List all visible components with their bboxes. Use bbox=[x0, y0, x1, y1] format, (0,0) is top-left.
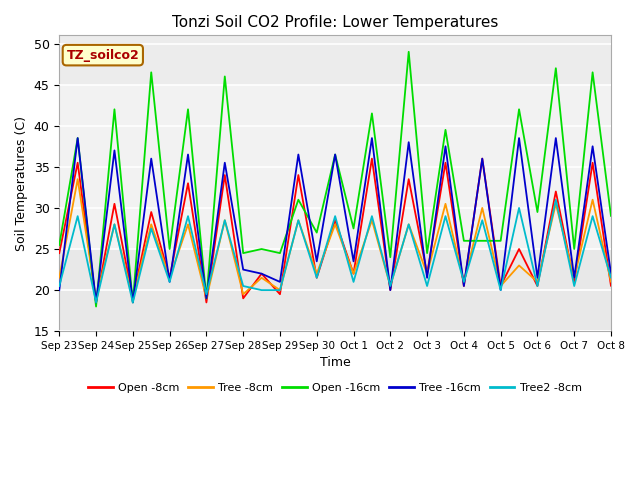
X-axis label: Time: Time bbox=[320, 357, 351, 370]
Title: Tonzi Soil CO2 Profile: Lower Temperatures: Tonzi Soil CO2 Profile: Lower Temperatur… bbox=[172, 15, 499, 30]
Y-axis label: Soil Temperatures (C): Soil Temperatures (C) bbox=[15, 116, 28, 251]
Bar bbox=[60, 84, 611, 167]
Text: TZ_soilco2: TZ_soilco2 bbox=[67, 48, 140, 61]
Bar bbox=[60, 167, 611, 249]
Legend: Open -8cm, Tree -8cm, Open -16cm, Tree -16cm, Tree2 -8cm: Open -8cm, Tree -8cm, Open -16cm, Tree -… bbox=[84, 378, 586, 397]
Bar bbox=[60, 36, 611, 84]
